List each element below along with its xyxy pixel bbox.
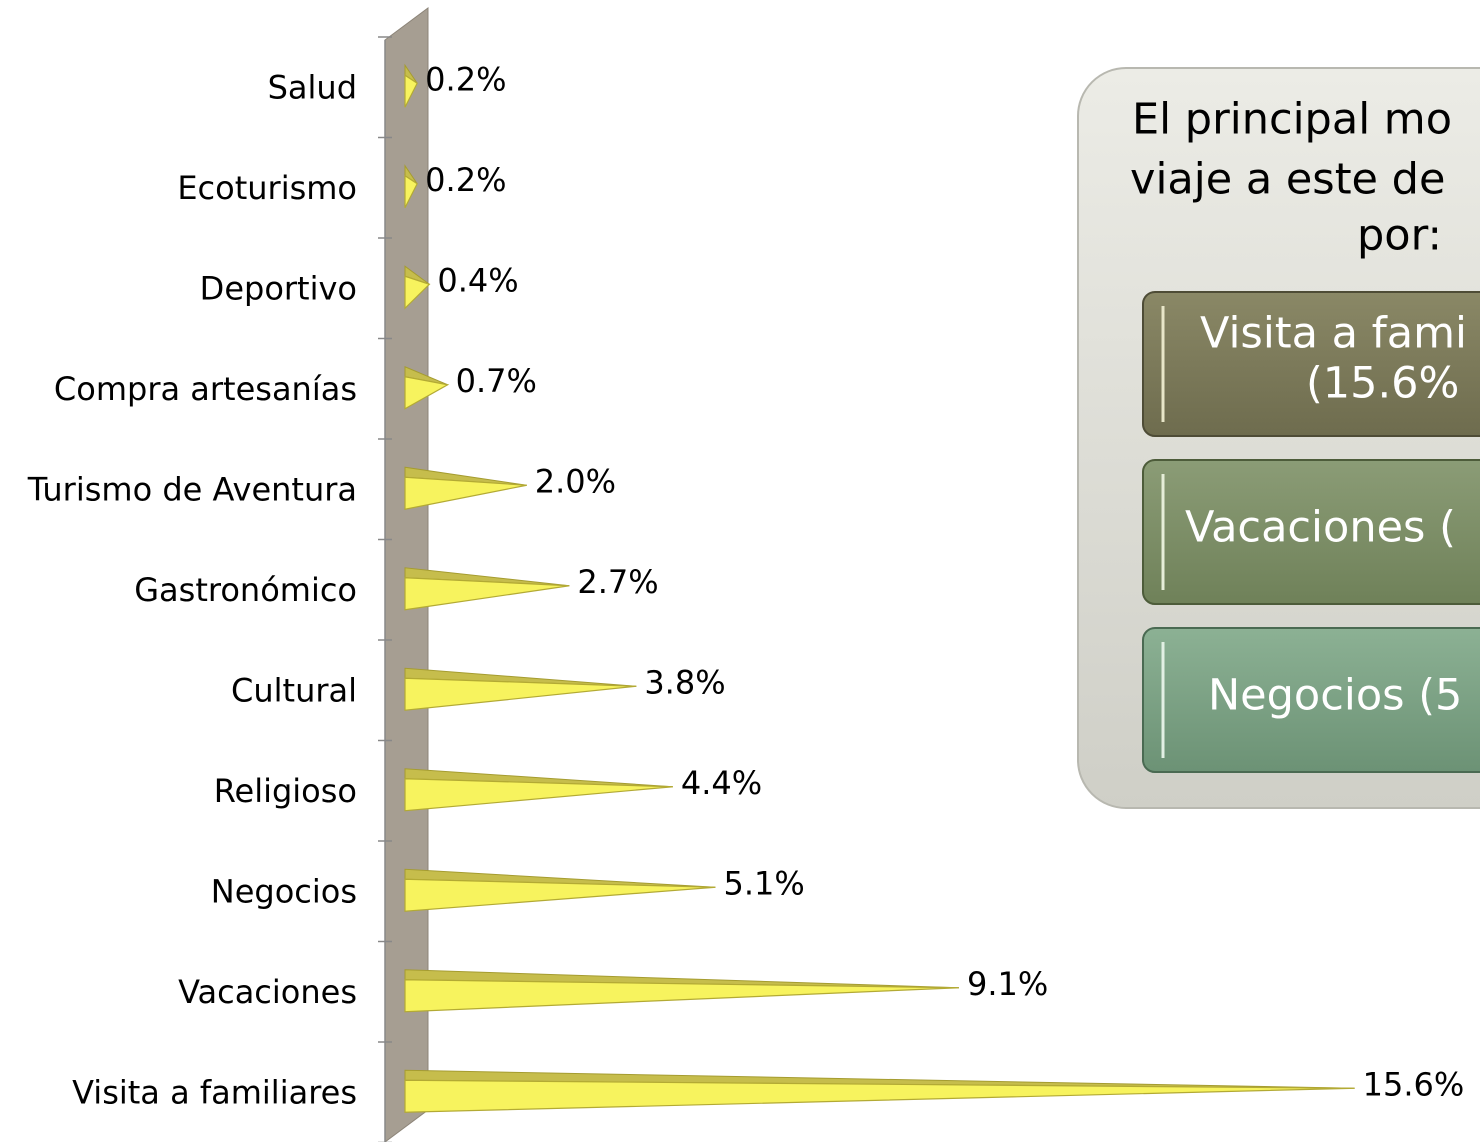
value-label: 3.8% — [644, 663, 725, 701]
value-label: 0.2% — [425, 161, 506, 199]
value-label: 4.4% — [681, 764, 762, 802]
value-label: 0.4% — [437, 261, 518, 299]
callout-title: El principal mo — [1132, 95, 1452, 145]
pyramid-bar — [404, 577, 570, 611]
callout-item-box — [1142, 291, 1480, 437]
chart: Salud 0.2% Ecoturismo 0.2% Deportivo 0.4% Comp… — [27, 7, 1465, 1142]
category-label: Compra artesanías — [54, 370, 357, 408]
pyramid-bar — [404, 174, 418, 209]
value-label: 0.2% — [425, 60, 506, 98]
pyramid-bar — [404, 476, 527, 510]
category-label: Salud — [268, 68, 357, 106]
callout-item-box — [1142, 627, 1480, 773]
callout-title: viaje a este de — [1130, 155, 1445, 205]
value-label: 15.6% — [1363, 1065, 1465, 1103]
pyramid-bar — [404, 979, 959, 1013]
callout-box — [1077, 67, 1480, 809]
callout-item-box — [1142, 459, 1480, 605]
pyramid-bar — [404, 275, 431, 310]
value-label: 9.1% — [967, 965, 1048, 1003]
category-label: Ecoturismo — [177, 169, 357, 207]
pyramid-bar — [404, 74, 418, 108]
value-label: 0.7% — [456, 362, 537, 400]
category-label: Deportivo — [200, 269, 357, 307]
category-label: Turismo de Aventura — [27, 470, 357, 508]
category-label: Gastronómico — [134, 571, 357, 609]
callout-item: Visita a fami — [1200, 309, 1467, 359]
value-label: 2.0% — [535, 462, 616, 500]
callout-title: por: — [1357, 211, 1442, 261]
value-label: 2.7% — [577, 563, 658, 601]
callout-item: Vacaciones ( — [1185, 503, 1456, 553]
pyramid-bar — [404, 778, 673, 812]
category-label: Cultural — [231, 671, 357, 709]
pyramid-bar — [404, 878, 716, 912]
category-label: Visita a familiares — [72, 1073, 357, 1111]
pyramid-bar — [404, 376, 450, 410]
value-label: 5.1% — [723, 864, 804, 902]
category-label: Religioso — [214, 772, 357, 810]
pyramid-bar — [404, 1079, 1355, 1113]
callout-item: Negocios (5 — [1208, 671, 1462, 721]
category-label: Negocios — [211, 872, 357, 910]
pyramid-bar — [404, 677, 637, 711]
category-label: Vacaciones — [178, 973, 357, 1011]
callout: El principal mo viaje a este de por: Vis… — [1077, 67, 1480, 809]
callout-item: (15.6% — [1306, 359, 1459, 409]
